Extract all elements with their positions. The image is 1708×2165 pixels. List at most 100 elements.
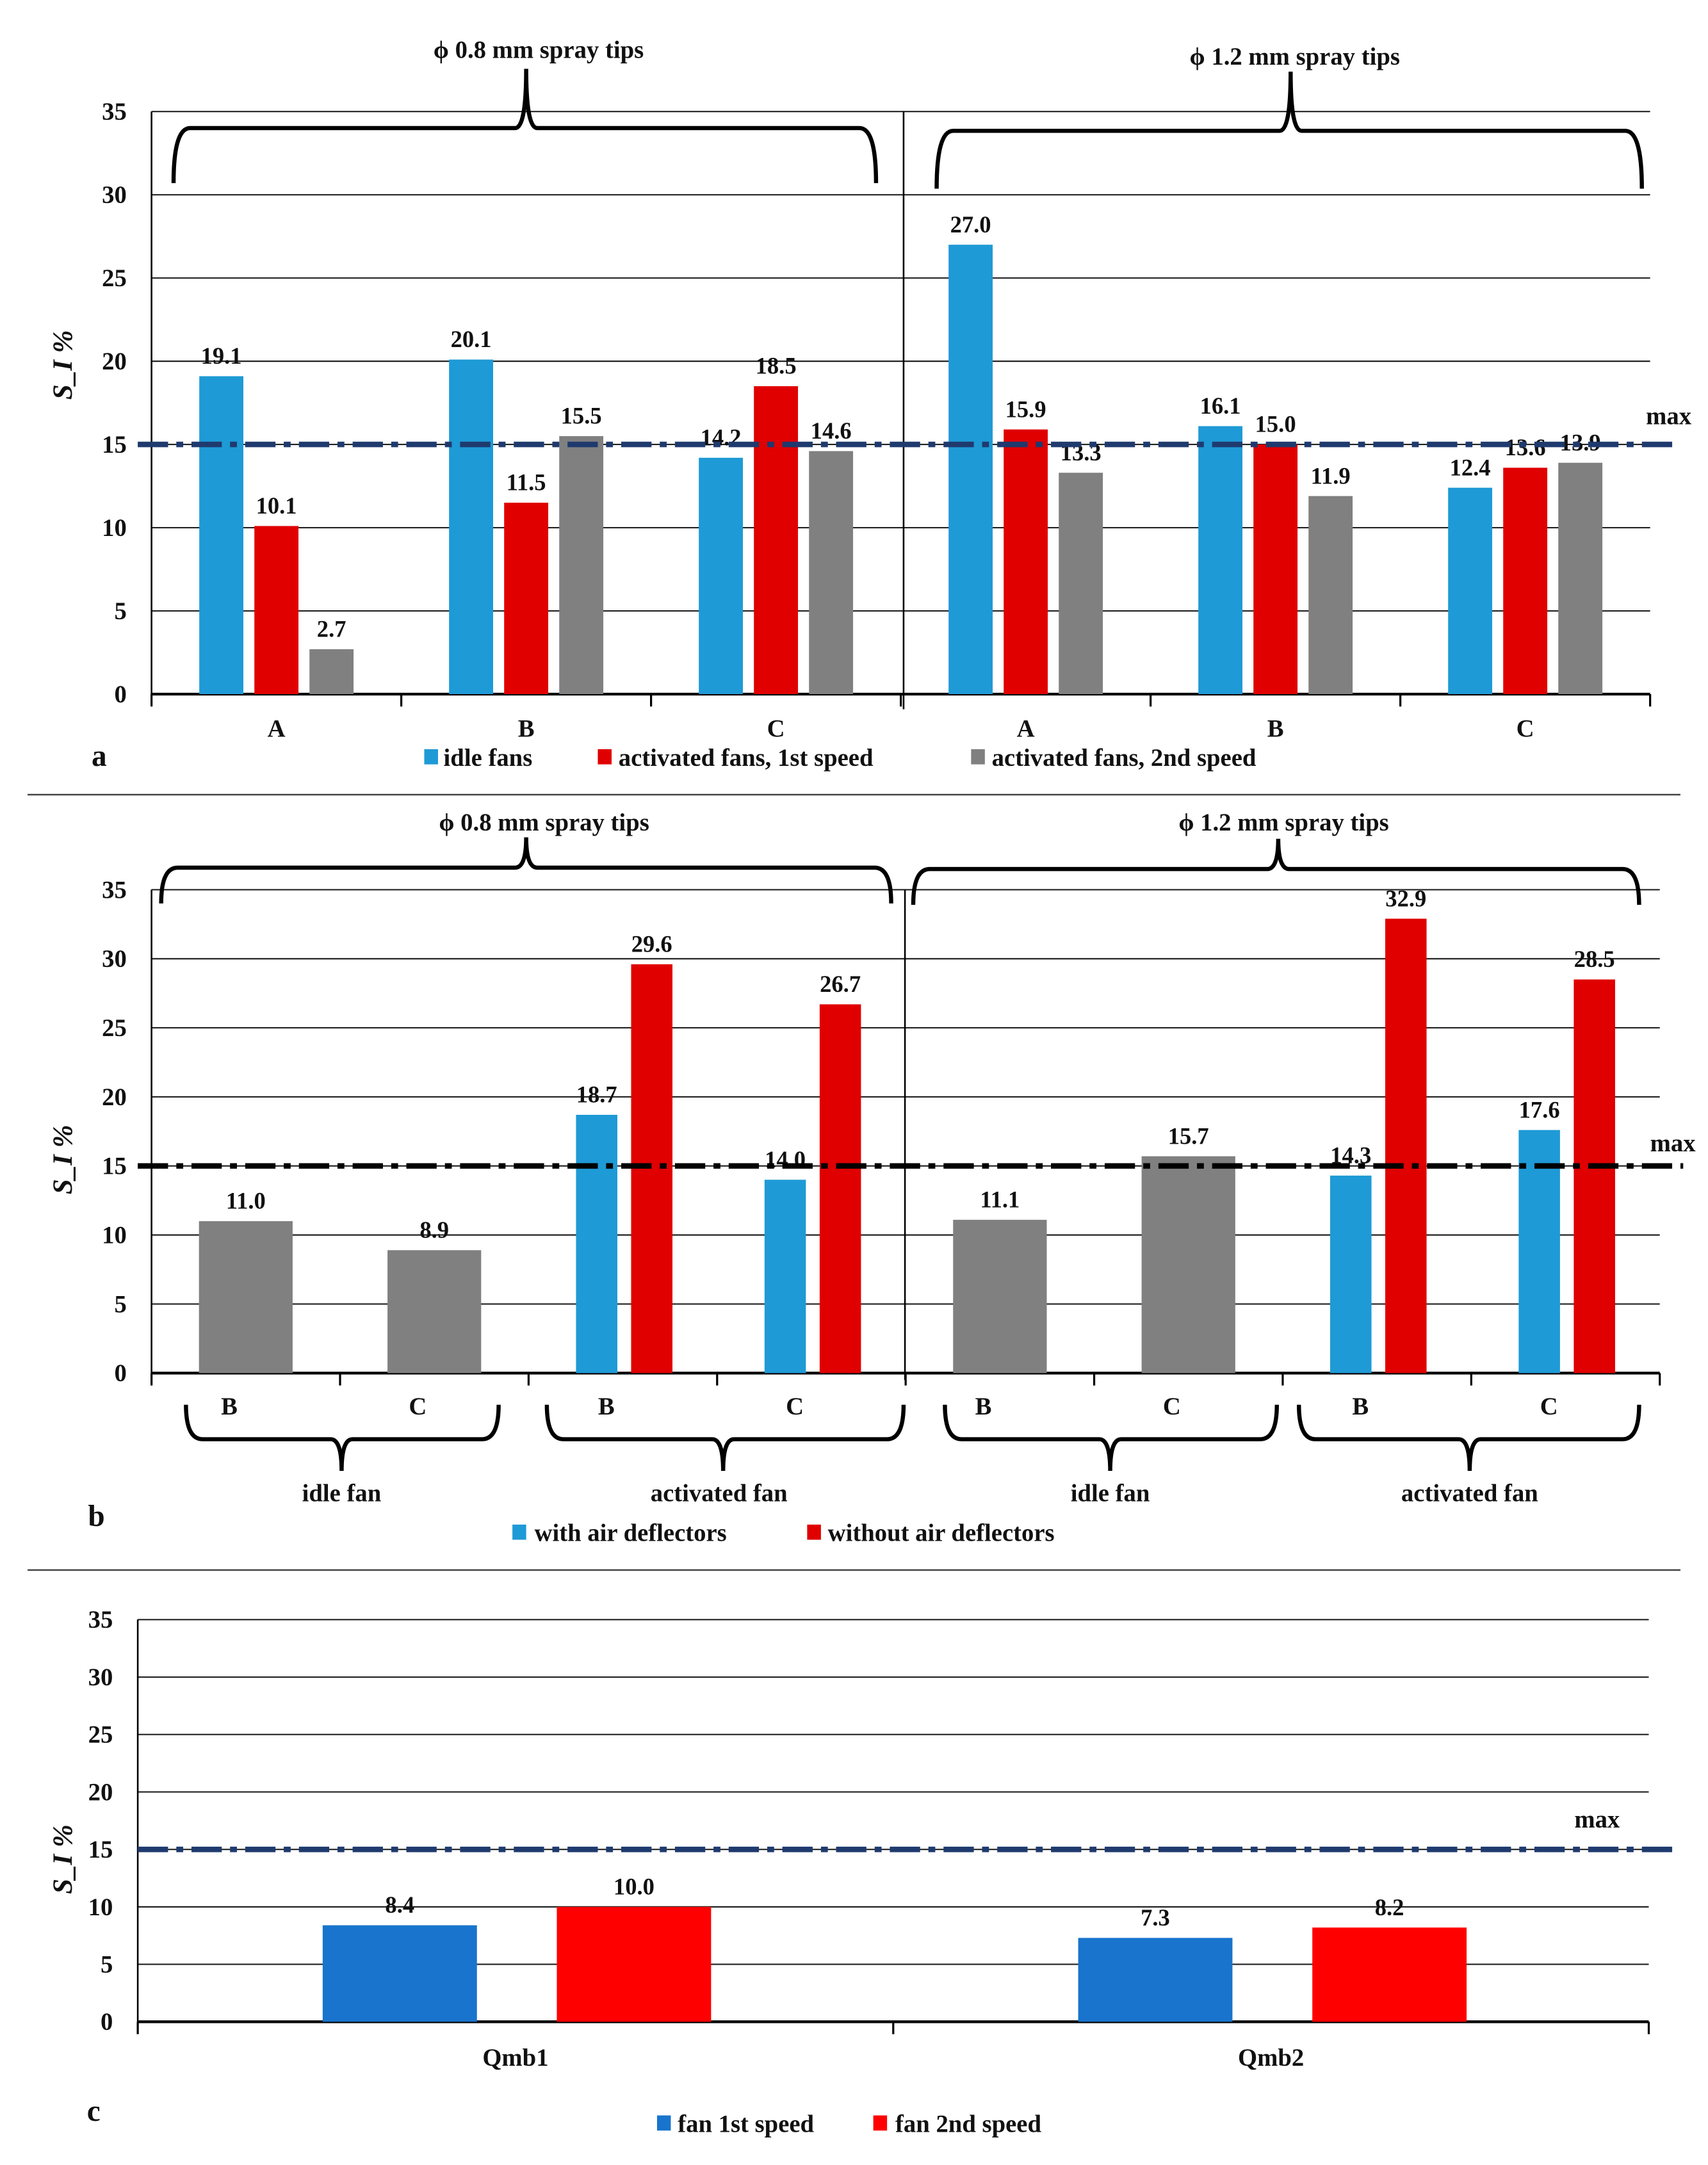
data-label: 11.0 [226, 1188, 266, 1214]
group-label: ϕ 1.2 mm spray tips [1178, 809, 1388, 836]
data-label: 10.1 [256, 492, 297, 519]
bar-activated-fans-2nd-speed [1308, 496, 1353, 694]
y-tick-label: 10 [102, 515, 127, 542]
bar-fan-1st-speed [1078, 1938, 1233, 2022]
y-tick-label: 5 [115, 598, 127, 625]
legend-label: without air deflectors [828, 1520, 1055, 1547]
bar-activated-fans-1st-speed [254, 526, 299, 694]
brace-0-8mm [159, 837, 893, 904]
data-label: 26.7 [820, 971, 861, 997]
group-label: ϕ 0.8 mm spray tips [434, 36, 644, 63]
data-label: 16.1 [1200, 393, 1241, 419]
y-axis-label: S_I % [48, 330, 78, 400]
data-label: 11.9 [1311, 462, 1351, 489]
x-category-label: C [767, 716, 785, 743]
x-category-label: B [221, 1393, 238, 1420]
bar-fan-1st-speed [322, 1925, 477, 2022]
y-tick-label: 25 [88, 1722, 113, 1749]
y-tick-label: 20 [102, 348, 127, 375]
y-tick-label: 35 [102, 99, 127, 126]
legend-swatch [807, 1524, 821, 1540]
bar-idle-fans [199, 376, 243, 694]
bar-without-air-deflectors [819, 1004, 861, 1374]
subgroup-label: activated fan [651, 1480, 788, 1507]
bar-idle-fans [699, 457, 744, 694]
bar-idle-fans [948, 245, 993, 694]
data-label: 12.4 [1450, 454, 1491, 480]
max-label: max [1650, 1130, 1696, 1157]
y-tick-label: 30 [88, 1664, 113, 1691]
y-tick-label: 25 [102, 265, 127, 292]
bar-idle-fan [953, 1219, 1047, 1374]
y-tick-label: 20 [88, 1779, 113, 1806]
legend-label: idle fans [444, 745, 533, 772]
legend-swatch [873, 2115, 888, 2131]
data-label: 8.2 [1375, 1894, 1404, 1920]
bar-with-air-deflectors [1518, 1130, 1560, 1374]
data-label: 8.4 [385, 1892, 414, 1918]
data-label: 2.7 [317, 615, 346, 642]
y-axis-label: S_I % [48, 1824, 78, 1894]
x-category-label: C [409, 1393, 427, 1420]
legend-label: with air deflectors [535, 1520, 727, 1547]
bar-activated-fans-1st-speed [1503, 467, 1548, 694]
y-tick-label: 35 [88, 1607, 113, 1634]
bar-idle-fan [199, 1221, 293, 1374]
legend-label: fan 1st speed [678, 2111, 814, 2137]
x-category-label: B [1352, 1393, 1369, 1420]
data-label: 32.9 [1385, 885, 1426, 911]
bar-activated-fans-1st-speed [504, 503, 549, 694]
subgroup-label: idle fan [1071, 1480, 1150, 1507]
data-label: 10.0 [614, 1874, 655, 1900]
x-category-label: B [1267, 716, 1284, 743]
data-label: 13.6 [1505, 434, 1546, 460]
legend-swatch [656, 2115, 671, 2131]
data-label: 7.3 [1141, 1904, 1170, 1931]
data-label: 11.1 [980, 1187, 1020, 1213]
legend-swatch [598, 749, 612, 765]
bar-activated-fans-2nd-speed [1059, 473, 1103, 694]
group-label: ϕ 0.8 mm spray tips [439, 809, 649, 836]
x-category-label: Qmb1 [482, 2045, 548, 2072]
legend-swatch [971, 749, 985, 765]
legend-label: activated fans, 2nd speed [992, 745, 1257, 772]
data-label: 28.5 [1574, 946, 1615, 972]
x-category-label: A [1017, 716, 1035, 743]
data-label: 8.9 [419, 1217, 449, 1243]
x-category-label: B [598, 1393, 615, 1420]
y-tick-label: 30 [102, 182, 127, 209]
data-label: 17.6 [1519, 1096, 1560, 1123]
legend-label: fan 2nd speed [895, 2111, 1041, 2137]
data-label: 20.1 [451, 326, 492, 352]
y-tick-label: 15 [88, 1837, 113, 1863]
brace-1-2mm [911, 838, 1641, 905]
bar-without-air-deflectors [1385, 918, 1427, 1374]
subgroup-label: activated fan [1401, 1480, 1538, 1507]
y-tick-label: 0 [115, 681, 127, 708]
bar-without-air-deflectors [631, 964, 673, 1374]
data-label: 14.6 [811, 418, 852, 444]
data-label: 15.7 [1168, 1123, 1209, 1149]
bar-activated-fans-2nd-speed [1558, 462, 1603, 694]
y-tick-label: 25 [102, 1015, 127, 1042]
data-label: 11.5 [507, 469, 546, 496]
legend-swatch [512, 1524, 526, 1540]
group-label: ϕ 1.2 mm spray tips [1190, 44, 1400, 70]
bar-idle-fans [1198, 426, 1243, 694]
bar-activated-fans-2nd-speed [309, 649, 354, 694]
panel-letter: a [92, 740, 107, 773]
x-category-label: C [1163, 1393, 1181, 1420]
x-category-label: A [268, 716, 286, 743]
y-tick-label: 20 [102, 1084, 127, 1111]
bar-activated-fans-1st-speed [1253, 444, 1298, 694]
y-axis-label: S_I % [48, 1125, 78, 1195]
bar-fan-2nd-speed [557, 1906, 712, 2022]
brace-subgroup [943, 1404, 1280, 1472]
y-tick-label: 15 [102, 432, 127, 458]
brace-subgroup [544, 1404, 906, 1472]
panel-letter: c [87, 2095, 101, 2128]
x-category-label: C [1540, 1393, 1558, 1420]
bar-idle-fans [449, 359, 493, 694]
bar-idle-fan [1141, 1156, 1235, 1374]
